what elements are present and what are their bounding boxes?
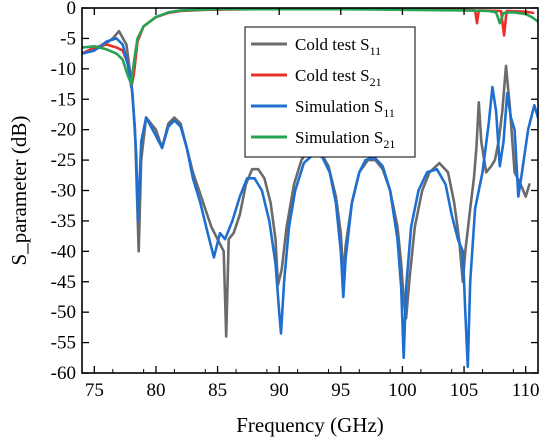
y-tick-label: 0 — [67, 0, 77, 19]
x-tick-label: 75 — [85, 380, 104, 401]
y-tick-label: -40 — [51, 241, 76, 262]
axes-layer: 75 80 85 90 95 100 105 110 0 -5 -10 -15 -20 -25 -30 -35… — [51, 0, 540, 401]
y-tick-label: -30 — [51, 181, 76, 202]
y-tick-label: -15 — [51, 89, 76, 110]
legend-label-4: Simulation S21 — [295, 128, 395, 151]
x-tick-label: 105 — [450, 380, 479, 401]
legend: Cold test S11 Cold test S21 Simulation S11… — [244, 26, 416, 158]
x-tick-label: 80 — [146, 380, 165, 401]
y-tick-label: -50 — [51, 302, 76, 323]
series-layer — [82, 8, 538, 369]
x-tick-label: 110 — [512, 380, 540, 401]
series-line-4 — [82, 8, 538, 86]
y-tick-label: -20 — [51, 120, 76, 141]
y-tick-label: -45 — [51, 272, 76, 293]
x-axis-title: Frequency (GHz) — [236, 413, 384, 437]
x-tick-label: 85 — [208, 380, 227, 401]
y-tick-label: -55 — [51, 333, 76, 354]
y-tick-label: -35 — [51, 211, 76, 232]
legend-label-3: Simulation S11 — [295, 97, 395, 120]
legend-label-1: Cold test S11 — [295, 35, 381, 58]
x-tick-label: 90 — [270, 380, 289, 401]
series-line-3 — [82, 37, 538, 369]
x-tick-label: 95 — [331, 380, 350, 401]
y-tick-label: -25 — [51, 150, 76, 171]
y-tick-label: -60 — [51, 363, 76, 384]
x-tick-label: 100 — [388, 380, 417, 401]
legend-box — [244, 26, 416, 158]
legend-label-2: Cold test S21 — [295, 66, 382, 89]
y-tick-label: -10 — [51, 59, 76, 80]
y-tick-label: -5 — [60, 28, 76, 49]
y-axis-title: S_parameter (dB) — [7, 116, 31, 266]
